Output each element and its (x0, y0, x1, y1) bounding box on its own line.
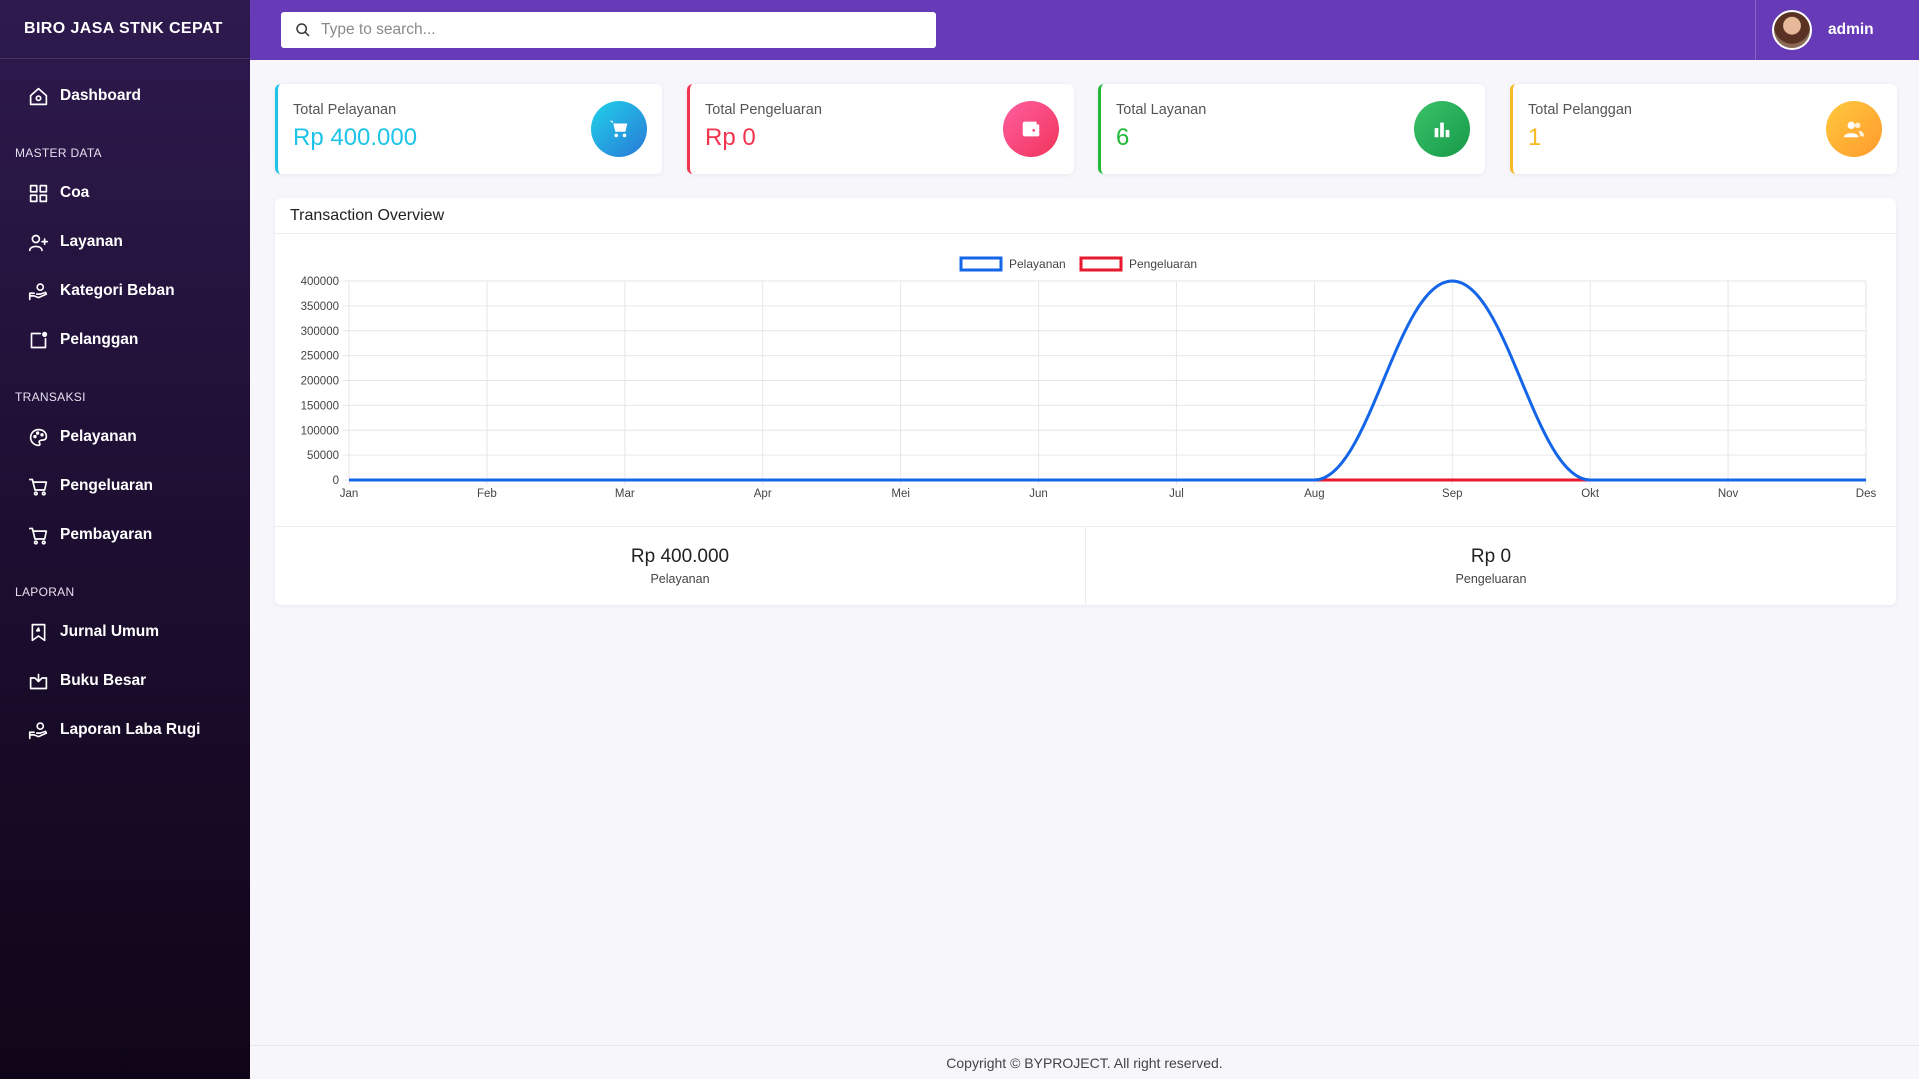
sidebar-item-label: Jurnal Umum (60, 623, 160, 640)
y-tick-label: 250000 (301, 351, 339, 363)
y-tick-label: 150000 (301, 400, 339, 412)
palette-icon (27, 426, 49, 448)
summary-pengeluaran: Rp 0 Pengeluaran (1085, 527, 1896, 605)
bookmark-icon (27, 621, 49, 643)
topbar: admin (250, 0, 1919, 60)
sidebar-item-label: Coa (60, 184, 90, 201)
sidebar-item-label: Pembayaran (60, 526, 153, 543)
sidebar-item-coa[interactable]: Coa (0, 173, 250, 213)
grid-icon (27, 182, 49, 204)
search-input[interactable] (321, 21, 911, 39)
card-value: Rp 0 (705, 124, 756, 151)
chart-summary: Rp 400.000 Pelayanan Rp 0 Pengeluaran (275, 526, 1896, 605)
avatar[interactable] (1772, 10, 1812, 50)
summary-pelayanan: Rp 400.000 Pelayanan (275, 527, 1085, 605)
x-tick-label: Des (1856, 488, 1877, 500)
card-total-layanan: Total Layanan 6 (1098, 84, 1485, 174)
legend-label: Pelayanan (1009, 257, 1066, 271)
app-brand[interactable]: BIRO JASA STNK CEPAT (0, 0, 250, 59)
card-total-pengeluaran: Total Pengeluaran Rp 0 (687, 84, 1074, 174)
sidebar-item-label: Pelanggan (60, 331, 139, 348)
sidebar-item-label: Buku Besar (60, 672, 147, 689)
y-tick-label: 50000 (307, 450, 339, 462)
cart-icon (27, 475, 49, 497)
x-tick-label: Aug (1304, 488, 1324, 500)
transaction-overview-panel: Transaction Overview 0 50000 100000 150000 2… (275, 198, 1896, 605)
cart-icon (27, 524, 49, 546)
card-value: 6 (1116, 124, 1130, 151)
sidebar-item-pembayaran[interactable]: Pembayaran (0, 515, 250, 555)
x-tick-label: Jul (1169, 488, 1184, 500)
summary-label: Pelayanan (650, 572, 710, 586)
users-icon (1826, 101, 1882, 157)
y-tick-label: 400000 (301, 276, 339, 288)
card-total-pelanggan: Total Pelanggan 1 (1510, 84, 1897, 174)
sidebar-item-label: Laporan Laba Rugi (60, 721, 201, 738)
legend-swatch (959, 256, 1003, 272)
bar-chart-icon (1414, 101, 1470, 157)
summary-value: Rp 0 (1470, 546, 1512, 567)
note-icon (27, 329, 49, 351)
footer: Copyright © BYPROJECT. All right reserve… (250, 1045, 1919, 1079)
user-name[interactable]: admin (1828, 21, 1874, 38)
sidebar-item-pengeluaran[interactable]: Pengeluaran (0, 466, 250, 506)
sidebar-item-label: Layanan (60, 233, 123, 250)
transaction-chart: 0 50000 100000 150000 200000 250000 300000 3500… (301, 256, 1877, 500)
tray-icon (27, 670, 49, 692)
x-tick-label: Mei (891, 488, 910, 500)
card-value: 1 (1528, 124, 1542, 151)
sidebar-item-label: Kategori Beban (60, 282, 175, 299)
card-value: Rp 400.000 (293, 124, 418, 151)
hand-coin-icon (27, 280, 49, 302)
sidebar-item-label: Dashboard (60, 87, 141, 104)
y-tick-label: 100000 (301, 425, 339, 437)
search-box[interactable] (281, 12, 936, 48)
x-tick-label: Apr (754, 488, 772, 500)
card-title: Total Pengeluaran (705, 102, 822, 118)
summary-label: Pengeluaran (1455, 572, 1527, 586)
user-menu[interactable]: admin (1755, 0, 1919, 60)
sidebar-item-dashboard[interactable]: Dashboard (0, 76, 250, 116)
x-tick-label: Okt (1581, 488, 1600, 500)
card-title: Total Pelayanan (293, 102, 397, 118)
search-icon (296, 23, 310, 37)
user-plus-icon (27, 231, 49, 253)
summary-value: Rp 400.000 (630, 546, 730, 567)
panel-title: Transaction Overview (275, 198, 1896, 234)
y-tick-label: 0 (333, 475, 339, 487)
sidebar-item-label: Pelayanan (60, 428, 137, 445)
section-transaksi: TRANSAKSI (15, 390, 86, 404)
home-icon (27, 85, 49, 107)
x-tick-label: Jan (340, 488, 359, 500)
series-line-pelayanan (349, 279, 1866, 482)
wallet-icon (1003, 101, 1059, 157)
x-tick-label: Mar (615, 488, 635, 500)
card-title: Total Layanan (1116, 102, 1207, 118)
y-tick-label: 350000 (301, 301, 339, 313)
x-tick-label: Nov (1718, 488, 1739, 500)
hand-coin-icon (27, 719, 49, 741)
sidebar-item-layanan[interactable]: Layanan (0, 222, 250, 262)
x-tick-label: Sep (1442, 488, 1462, 500)
sidebar-item-buku-besar[interactable]: Buku Besar (0, 661, 250, 701)
legend-label: Pengeluaran (1129, 257, 1197, 271)
sidebar-item-kategori-beban[interactable]: Kategori Beban (0, 271, 250, 311)
cart-icon (591, 101, 647, 157)
sidebar-item-pelanggan[interactable]: Pelanggan (0, 320, 250, 360)
sidebar-item-jurnal-umum[interactable]: Jurnal Umum (0, 612, 250, 652)
sidebar-item-label: Pengeluaran (60, 477, 154, 494)
y-tick-label: 300000 (301, 326, 339, 338)
sidebar: BIRO JASA STNK CEPAT Dashboard MASTER DA… (0, 0, 250, 1079)
legend-swatch (1079, 256, 1123, 272)
sidebar-item-pelayanan[interactable]: Pelayanan (0, 417, 250, 457)
card-total-pelayanan: Total Pelayanan Rp 400.000 (275, 84, 662, 174)
card-title: Total Pelanggan (1528, 102, 1632, 118)
y-tick-label: 200000 (301, 376, 339, 388)
x-tick-label: Jun (1029, 488, 1048, 500)
x-tick-label: Feb (477, 488, 497, 500)
section-master-data: MASTER DATA (15, 146, 102, 160)
section-laporan: LAPORAN (15, 585, 75, 599)
sidebar-item-laporan-laba-rugi[interactable]: Laporan Laba Rugi (0, 710, 250, 750)
